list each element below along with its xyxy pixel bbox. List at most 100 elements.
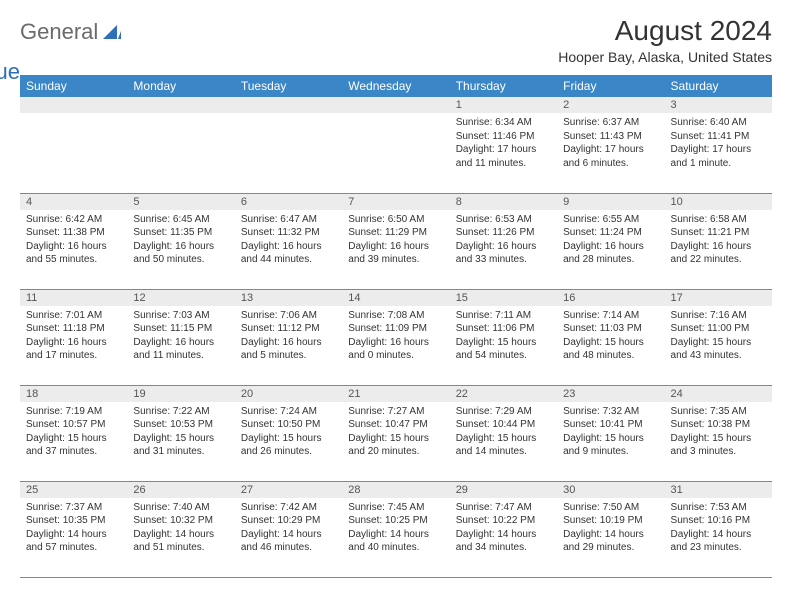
weekday-header: Thursday (450, 75, 557, 97)
sunrise-text: Sunrise: 7:35 AM (671, 405, 766, 419)
daylight-text: Daylight: 14 hours and 46 minutes. (241, 528, 336, 555)
day-number: 4 (20, 194, 127, 210)
daylight-text: Daylight: 14 hours and 40 minutes. (348, 528, 443, 555)
calendar-day-cell: 13Sunrise: 7:06 AMSunset: 11:12 PMDaylig… (235, 289, 342, 385)
sunset-text: Sunset: 11:46 PM (456, 130, 551, 144)
day-number: 31 (665, 482, 772, 498)
sunrise-text: Sunrise: 7:06 AM (241, 309, 336, 323)
day-number: 25 (20, 482, 127, 498)
day-content: Sunrise: 7:42 AMSunset: 10:29 PMDaylight… (235, 498, 342, 558)
calendar-day-cell: 2Sunrise: 6:37 AMSunset: 11:43 PMDayligh… (557, 97, 664, 193)
day-number (342, 97, 449, 113)
weekday-header: Friday (557, 75, 664, 97)
day-content: Sunrise: 6:50 AMSunset: 11:29 PMDaylight… (342, 210, 449, 270)
calendar-day-cell: 4Sunrise: 6:42 AMSunset: 11:38 PMDayligh… (20, 193, 127, 289)
day-number: 14 (342, 290, 449, 306)
sunset-text: Sunset: 10:47 PM (348, 418, 443, 432)
day-number: 1 (450, 97, 557, 113)
day-content: Sunrise: 7:08 AMSunset: 11:09 PMDaylight… (342, 306, 449, 366)
day-content: Sunrise: 7:27 AMSunset: 10:47 PMDaylight… (342, 402, 449, 462)
calendar-day-cell: 28Sunrise: 7:45 AMSunset: 10:25 PMDaylig… (342, 481, 449, 577)
sunrise-text: Sunrise: 7:32 AM (563, 405, 658, 419)
weekday-header: Tuesday (235, 75, 342, 97)
day-content: Sunrise: 7:47 AMSunset: 10:22 PMDaylight… (450, 498, 557, 558)
daylight-text: Daylight: 16 hours and 22 minutes. (671, 240, 766, 267)
calendar-day-cell: 17Sunrise: 7:16 AMSunset: 11:00 PMDaylig… (665, 289, 772, 385)
calendar-day-cell: 6Sunrise: 6:47 AMSunset: 11:32 PMDayligh… (235, 193, 342, 289)
sunrise-text: Sunrise: 7:29 AM (456, 405, 551, 419)
calendar-day-cell: 12Sunrise: 7:03 AMSunset: 11:15 PMDaylig… (127, 289, 234, 385)
daylight-text: Daylight: 14 hours and 57 minutes. (26, 528, 121, 555)
day-number: 6 (235, 194, 342, 210)
day-content: Sunrise: 7:45 AMSunset: 10:25 PMDaylight… (342, 498, 449, 558)
day-number: 21 (342, 386, 449, 402)
daylight-text: Daylight: 14 hours and 34 minutes. (456, 528, 551, 555)
daylight-text: Daylight: 14 hours and 29 minutes. (563, 528, 658, 555)
calendar-week-row: 25Sunrise: 7:37 AMSunset: 10:35 PMDaylig… (20, 481, 772, 577)
day-number: 3 (665, 97, 772, 113)
day-number: 29 (450, 482, 557, 498)
calendar-day-cell (235, 97, 342, 193)
day-number: 15 (450, 290, 557, 306)
calendar-day-cell: 5Sunrise: 6:45 AMSunset: 11:35 PMDayligh… (127, 193, 234, 289)
sunrise-text: Sunrise: 6:42 AM (26, 213, 121, 227)
sunset-text: Sunset: 10:35 PM (26, 514, 121, 528)
calendar-body: 1Sunrise: 6:34 AMSunset: 11:46 PMDayligh… (20, 97, 772, 577)
calendar-day-cell: 18Sunrise: 7:19 AMSunset: 10:57 PMDaylig… (20, 385, 127, 481)
day-content: Sunrise: 7:35 AMSunset: 10:38 PMDaylight… (665, 402, 772, 462)
day-content: Sunrise: 7:53 AMSunset: 10:16 PMDaylight… (665, 498, 772, 558)
day-content (127, 113, 234, 173)
sunrise-text: Sunrise: 7:08 AM (348, 309, 443, 323)
sunrise-text: Sunrise: 6:37 AM (563, 116, 658, 130)
day-content: Sunrise: 6:42 AMSunset: 11:38 PMDaylight… (20, 210, 127, 270)
day-content: Sunrise: 6:45 AMSunset: 11:35 PMDaylight… (127, 210, 234, 270)
calendar-head: SundayMondayTuesdayWednesdayThursdayFrid… (20, 75, 772, 97)
day-number (20, 97, 127, 113)
sunrise-text: Sunrise: 7:37 AM (26, 501, 121, 515)
sunrise-text: Sunrise: 7:16 AM (671, 309, 766, 323)
sunset-text: Sunset: 11:38 PM (26, 226, 121, 240)
day-content: Sunrise: 7:06 AMSunset: 11:12 PMDaylight… (235, 306, 342, 366)
day-number: 20 (235, 386, 342, 402)
day-number: 16 (557, 290, 664, 306)
sunrise-text: Sunrise: 7:45 AM (348, 501, 443, 515)
calendar-day-cell: 16Sunrise: 7:14 AMSunset: 11:03 PMDaylig… (557, 289, 664, 385)
weekday-header: Wednesday (342, 75, 449, 97)
sunset-text: Sunset: 10:22 PM (456, 514, 551, 528)
sunset-text: Sunset: 11:06 PM (456, 322, 551, 336)
daylight-text: Daylight: 15 hours and 26 minutes. (241, 432, 336, 459)
sunset-text: Sunset: 11:26 PM (456, 226, 551, 240)
day-content: Sunrise: 7:40 AMSunset: 10:32 PMDaylight… (127, 498, 234, 558)
sunset-text: Sunset: 10:16 PM (671, 514, 766, 528)
day-content: Sunrise: 7:16 AMSunset: 11:00 PMDaylight… (665, 306, 772, 366)
calendar-week-row: 4Sunrise: 6:42 AMSunset: 11:38 PMDayligh… (20, 193, 772, 289)
sunset-text: Sunset: 10:57 PM (26, 418, 121, 432)
sunrise-text: Sunrise: 6:58 AM (671, 213, 766, 227)
calendar-day-cell: 26Sunrise: 7:40 AMSunset: 10:32 PMDaylig… (127, 481, 234, 577)
sunset-text: Sunset: 11:09 PM (348, 322, 443, 336)
location-text: Hooper Bay, Alaska, United States (558, 49, 772, 65)
daylight-text: Daylight: 17 hours and 1 minute. (671, 143, 766, 170)
sunset-text: Sunset: 11:32 PM (241, 226, 336, 240)
sunset-text: Sunset: 10:44 PM (456, 418, 551, 432)
calendar-day-cell: 1Sunrise: 6:34 AMSunset: 11:46 PMDayligh… (450, 97, 557, 193)
sunrise-text: Sunrise: 7:47 AM (456, 501, 551, 515)
calendar-day-cell (20, 97, 127, 193)
sunrise-text: Sunrise: 7:01 AM (26, 309, 121, 323)
day-number: 26 (127, 482, 234, 498)
sunset-text: Sunset: 10:38 PM (671, 418, 766, 432)
calendar-day-cell: 3Sunrise: 6:40 AMSunset: 11:41 PMDayligh… (665, 97, 772, 193)
sunset-text: Sunset: 11:29 PM (348, 226, 443, 240)
day-content: Sunrise: 7:11 AMSunset: 11:06 PMDaylight… (450, 306, 557, 366)
calendar-week-row: 11Sunrise: 7:01 AMSunset: 11:18 PMDaylig… (20, 289, 772, 385)
day-content: Sunrise: 7:29 AMSunset: 10:44 PMDaylight… (450, 402, 557, 462)
sunset-text: Sunset: 11:35 PM (133, 226, 228, 240)
daylight-text: Daylight: 16 hours and 50 minutes. (133, 240, 228, 267)
daylight-text: Daylight: 15 hours and 3 minutes. (671, 432, 766, 459)
calendar-day-cell: 29Sunrise: 7:47 AMSunset: 10:22 PMDaylig… (450, 481, 557, 577)
day-content: Sunrise: 7:37 AMSunset: 10:35 PMDaylight… (20, 498, 127, 558)
sunrise-text: Sunrise: 6:45 AM (133, 213, 228, 227)
calendar-day-cell: 25Sunrise: 7:37 AMSunset: 10:35 PMDaylig… (20, 481, 127, 577)
day-number: 8 (450, 194, 557, 210)
sunset-text: Sunset: 11:00 PM (671, 322, 766, 336)
